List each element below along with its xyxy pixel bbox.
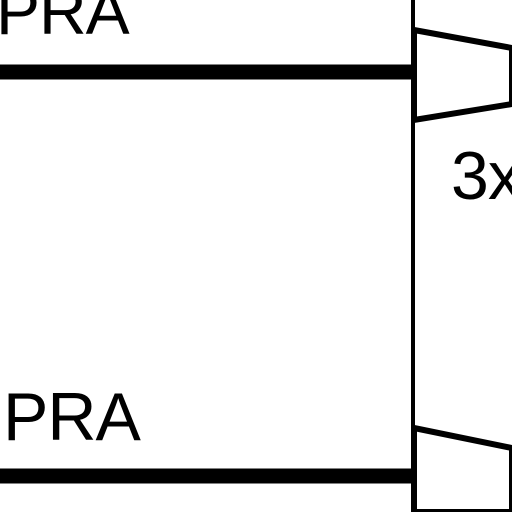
multiplier-label: 3x (451, 138, 512, 214)
bottom-trapezoid-shape (411, 424, 512, 512)
bottom-pra-label: PRA (3, 379, 141, 455)
top-trapezoid-shape (411, 26, 512, 124)
top-pra-label: PRA (0, 0, 130, 48)
